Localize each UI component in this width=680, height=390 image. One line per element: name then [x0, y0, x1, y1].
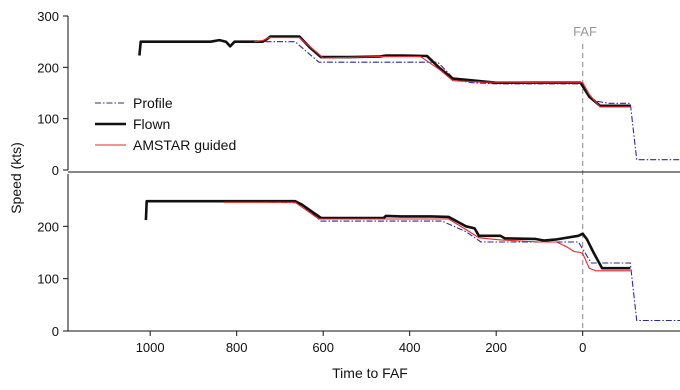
- y-tick-label-panel-1: 300: [37, 9, 59, 24]
- legend: Profile Flown AMSTAR guided: [95, 95, 236, 153]
- y-tick-label-panel-1: 100: [37, 112, 59, 127]
- y-tick-label-panel-2: 200: [37, 219, 59, 234]
- x-tick-label: 1000: [136, 340, 165, 355]
- series-line-amstar-guided-panel-2: [223, 201, 631, 272]
- y-tick-label-panel-2: 0: [52, 324, 59, 339]
- legend-label-flown: Flown: [133, 116, 170, 132]
- x-tick-label: 600: [312, 340, 334, 355]
- series-line-flown-panel-2: [144, 199, 631, 270]
- legend-label-profile: Profile: [133, 95, 173, 111]
- faf-reference-label: FAF: [573, 24, 597, 39]
- x-tick-label: 0: [579, 340, 586, 355]
- y-tick-label-panel-1: 0: [52, 163, 59, 178]
- series-line-amstar-guided-panel-1: [253, 37, 631, 108]
- y-tick-label-panel-2: 100: [37, 272, 59, 287]
- y-tick-label-panel-1: 200: [37, 60, 59, 75]
- x-axis-label: Time to FAF: [332, 365, 408, 381]
- series-line-flown-panel-1: [138, 35, 631, 108]
- text-layer: Speed (kts) Time to FAF FAF: [8, 24, 597, 381]
- x-tick-label: 200: [485, 340, 507, 355]
- axes-layer: 0 100 200 300 0 100 200 1000 800 600 400 200 0: [37, 9, 680, 355]
- x-tick-label: 800: [226, 340, 248, 355]
- series-layer: [138, 35, 680, 322]
- x-tick-label: 400: [399, 340, 421, 355]
- legend-label-amstar-guided: AMSTAR guided: [133, 137, 236, 153]
- series-line-profile-panel-1: [254, 41, 680, 161]
- y-axis-label: Speed (kts): [8, 142, 24, 214]
